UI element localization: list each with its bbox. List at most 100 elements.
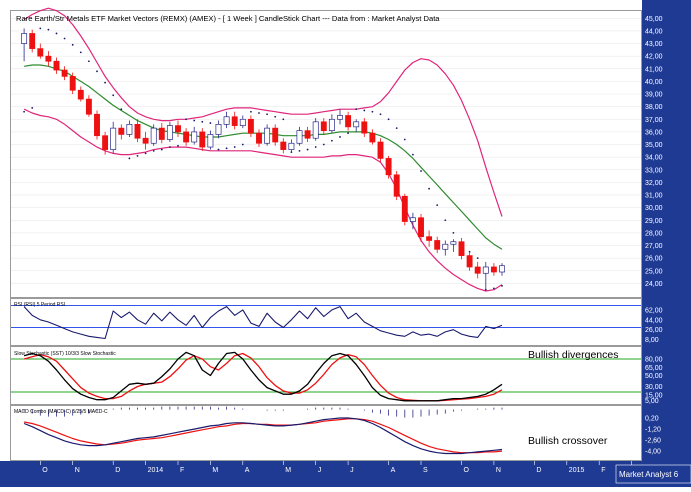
price-y-tick-label: 24,00 — [645, 281, 663, 288]
candle — [175, 120, 181, 137]
candle-body — [450, 241, 457, 245]
moving-average-line — [24, 64, 503, 250]
candle — [29, 29, 36, 53]
candle — [69, 72, 76, 95]
price-y-tick-label: 33,00 — [645, 167, 663, 174]
rsi-panel-title: RSI (RSI) 5 Period RSI — [14, 302, 65, 308]
candle-body — [37, 48, 44, 57]
parabolic-sar-dot — [306, 148, 309, 151]
candle-body — [312, 121, 319, 139]
candle-body — [21, 33, 28, 44]
watermark-text: Market Analyst 6 — [619, 470, 679, 479]
candle-body — [223, 116, 230, 125]
stochastic-y-tick-label: 50,00 — [645, 373, 663, 380]
macd-line — [23, 417, 503, 455]
candle — [369, 129, 376, 145]
x-tick-label: N — [75, 467, 80, 474]
price-y-tick-label: 30,00 — [645, 205, 663, 212]
price-y-tick-label: 44,00 — [645, 28, 663, 35]
price-y-tick-label: 34,00 — [645, 155, 663, 162]
candle-body — [231, 116, 238, 126]
price-y-tick-label: 29,00 — [645, 218, 663, 225]
candle-body — [207, 134, 214, 148]
candle — [158, 123, 165, 144]
parabolic-sar-dot — [112, 94, 115, 97]
candle-body — [247, 118, 254, 134]
parabolic-sar-dot — [209, 122, 212, 124]
candle — [53, 57, 60, 74]
candle — [377, 138, 384, 163]
parabolic-sar-dot — [152, 149, 155, 152]
parabolic-sar-dot — [387, 118, 390, 121]
x-tick-label: M — [285, 467, 291, 474]
candle — [231, 111, 238, 130]
candle — [191, 126, 198, 145]
candle-body — [166, 125, 173, 140]
price-y-tick-label: 32,00 — [645, 180, 663, 187]
candle-body — [61, 69, 68, 77]
parabolic-sar-dot — [185, 118, 188, 121]
parabolic-sar-dot — [331, 139, 333, 142]
candle — [458, 237, 465, 260]
price-y-tick-label: 27,00 — [645, 243, 663, 250]
candle — [142, 131, 149, 150]
stochastic-y-tick-label: 15,00 — [645, 392, 663, 399]
price-y-tick-label: 25,00 — [645, 268, 663, 275]
parabolic-sar-dot — [193, 119, 196, 122]
parabolic-sar-dot — [71, 43, 74, 46]
candle — [61, 66, 68, 81]
x-axis-band — [0, 461, 691, 487]
parabolic-sar-dot — [476, 257, 479, 260]
candle-body — [490, 266, 497, 273]
price-y-tick-label: 31,00 — [645, 193, 663, 200]
macd-y-tick-label: -1,20 — [645, 427, 661, 434]
parabolic-sar-dot — [136, 154, 139, 157]
candle — [499, 263, 505, 276]
price-y-tick-label: 36,00 — [645, 129, 663, 136]
stochastic-y-tick-label: 65,00 — [645, 365, 663, 372]
x-tick-label: D — [115, 467, 120, 474]
stochastic-panel-title: Slow Stochastic (SST) 10/3/3 Slow Stocha… — [14, 351, 116, 357]
candle — [256, 129, 262, 148]
candle-body — [102, 135, 109, 150]
parabolic-sar-dot — [169, 146, 171, 148]
parabolic-sar-dot — [412, 153, 414, 156]
parabolic-sar-dot — [428, 187, 430, 190]
parabolic-sar-dot — [31, 107, 34, 109]
candle — [37, 43, 44, 59]
macd-panel-title: MACD Combo (MACD-C) 5/25/5 MACD-C — [14, 409, 108, 415]
candle — [215, 120, 222, 139]
parabolic-sar-dot — [201, 120, 204, 123]
candle — [409, 212, 416, 230]
bullish-divergences-annotation: Bullish divergences — [528, 349, 618, 361]
candle — [337, 109, 343, 125]
candle-body — [393, 174, 400, 197]
candle-body — [474, 266, 481, 274]
candle-body — [280, 141, 287, 150]
candle — [166, 121, 173, 143]
parabolic-sar-dot — [395, 127, 398, 130]
parabolic-sar-dot — [452, 231, 455, 234]
candle — [320, 118, 327, 135]
candle — [345, 111, 352, 131]
candle — [102, 131, 109, 155]
candle — [442, 240, 449, 256]
candle-body — [199, 131, 206, 148]
candle — [264, 124, 271, 146]
candle — [353, 119, 360, 132]
x-axis-tick-labels: OND2014FMAMJJASOND2015FM — [39, 461, 640, 474]
stochastic-y-tick-label: 80,00 — [645, 357, 663, 364]
candle — [490, 263, 497, 276]
candle-body — [337, 115, 343, 120]
parabolic-sar-dot — [88, 60, 90, 63]
rsi-y-tick-label: 26,00 — [645, 327, 663, 334]
candle — [328, 114, 335, 134]
candle-body — [426, 236, 433, 241]
rsi-y-tick-label: 44,00 — [645, 317, 663, 324]
parabolic-sar-dot — [436, 204, 439, 207]
price-y-tick-label: 45,00 — [645, 16, 663, 23]
parabolic-sar-dot — [23, 110, 25, 113]
candle-body — [385, 158, 392, 176]
